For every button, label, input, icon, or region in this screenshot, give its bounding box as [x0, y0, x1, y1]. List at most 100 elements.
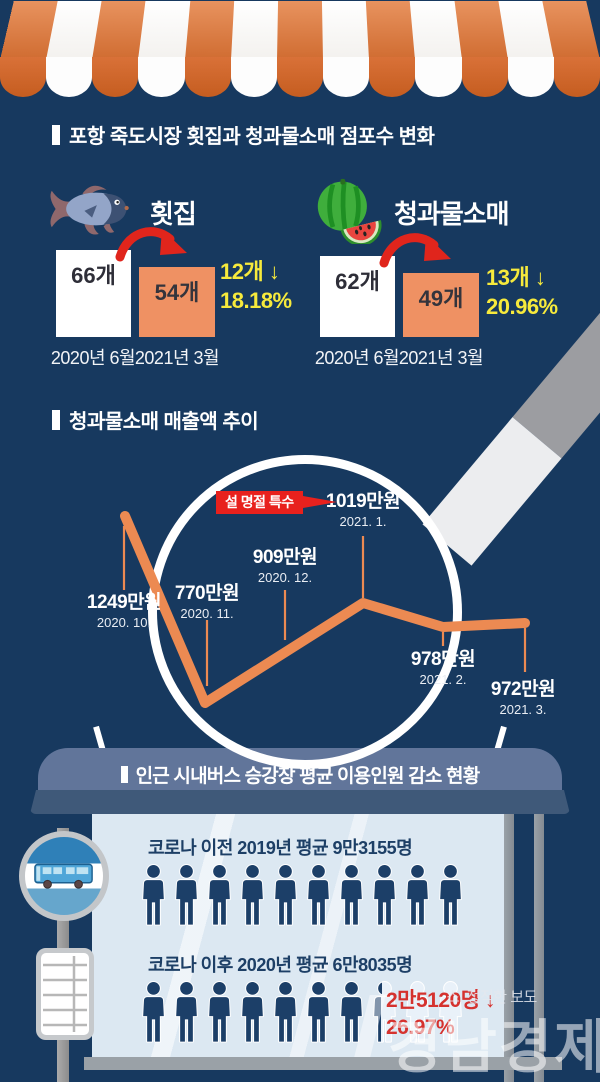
- group1-delta: 12개 ↓ 18.18%: [220, 258, 292, 315]
- watermelon-icon: [317, 178, 382, 244]
- schedule-grid-icon: [43, 956, 87, 1032]
- awning-stripe: [369, 57, 416, 97]
- person-icon: [307, 864, 330, 926]
- person-icon: [340, 864, 363, 926]
- chart-point-label: 1019만원 2021. 1.: [325, 491, 401, 529]
- awning-stripe: [553, 57, 600, 97]
- person-icon: [175, 981, 198, 1043]
- chart-point-label: 978만원 2021. 2.: [410, 649, 476, 687]
- down-arrow-icon: ↓: [268, 259, 280, 284]
- press-watermark-logo: 경남경제: [388, 1015, 600, 1080]
- bus-section-title-text: 인근 시내버스 승강장 평균 이용인원 감소 현황: [135, 765, 481, 787]
- awning-stripe: [184, 57, 231, 97]
- awning-stripe: [366, 0, 416, 60]
- down-arrow-icon: ↓: [484, 989, 496, 1012]
- section1-title: 포항 죽도시장 횟집과 청과물소매 점포수 변화: [52, 120, 435, 149]
- holiday-annotation-tag: 설 명절 특수: [216, 491, 337, 514]
- group1-date-before: 2020년 6월: [50, 348, 136, 368]
- awning-stripe: [410, 0, 462, 60]
- awning-stripe: [507, 57, 554, 97]
- press-watermark-slogan: 스, 정직한 보도: [446, 989, 537, 1006]
- person-icon: [175, 864, 198, 926]
- ridership-before-label: 코로나 이전 2019년 평균 9만3155명: [148, 838, 413, 858]
- person-icon: [340, 981, 363, 1043]
- awning-stripe: [461, 57, 508, 97]
- group2-delta-percent: 20.96%: [486, 293, 558, 319]
- awning-stripe: [230, 0, 279, 60]
- awning-stripe: [323, 57, 370, 97]
- awning-top-stripes: [0, 0, 600, 60]
- group1-bar-after-count: 54개: [154, 280, 200, 305]
- awning-stripe: [46, 57, 93, 97]
- group2-date-after: 2021년 3월: [398, 348, 484, 368]
- bus-icon: [34, 863, 93, 889]
- group2-bar-before-count: 62개: [335, 269, 380, 294]
- title-marker: [52, 124, 60, 145]
- decline-arrow-icon: [379, 233, 451, 268]
- down-arrow-icon: ↓: [534, 265, 546, 290]
- decrease-count: 2만5120명: [386, 989, 480, 1012]
- awning-stripe: [92, 57, 139, 97]
- awning-stripe: [276, 57, 324, 97]
- title-marker: [120, 765, 128, 783]
- bus-schedule-sign: [36, 948, 94, 1040]
- group1-name: 횟집: [150, 199, 197, 229]
- person-icon: [439, 981, 462, 1043]
- group2-bar-after: 49개: [403, 273, 479, 337]
- person-icon: [208, 864, 231, 926]
- chart-point-label: 1249만원 2020. 10.: [86, 592, 162, 630]
- shelter-post: [534, 814, 544, 1082]
- awning-stripe: [415, 57, 462, 97]
- group2-delta: 13개 ↓ 20.96%: [486, 264, 558, 321]
- person-icon: [241, 981, 264, 1043]
- sales-line-chart: [120, 511, 530, 708]
- person-icon: [439, 864, 462, 926]
- awning-scalloped-valance: [0, 57, 600, 97]
- bus-stop-sign: [19, 831, 109, 921]
- decline-arrow-icon: [115, 227, 187, 262]
- awning-stripe: [184, 0, 234, 60]
- chart-point-label: 909만원 2020. 12.: [252, 547, 318, 585]
- awning-stripe: [138, 0, 190, 60]
- bus-section-title: 인근 시내버스 승강장 평균 이용인원 감소 현황: [120, 761, 481, 788]
- title-marker: [52, 409, 60, 430]
- group1-bar-before-count: 66개: [71, 263, 116, 288]
- person-icon: [208, 981, 231, 1043]
- ridership-before-icons: [140, 858, 464, 934]
- group1-delta-count: 12개: [220, 259, 264, 284]
- person-icon: [373, 864, 396, 926]
- person-icon: [406, 864, 429, 926]
- shelter-post: [504, 814, 514, 1082]
- section2-title-text: 청과물소매 매출액 추이: [69, 411, 259, 433]
- group2-date-before: 2020년 6월: [314, 348, 400, 368]
- group2-bar-after-count: 49개: [418, 286, 464, 311]
- awning-stripe: [0, 57, 47, 97]
- group1-date-after: 2021년 3월: [134, 348, 220, 368]
- person-icon: [142, 981, 165, 1043]
- decrease-percent: 26.97%: [386, 1016, 455, 1040]
- chart-point-label: 770만원 2020. 11.: [174, 583, 240, 621]
- awning-stripe: [138, 57, 185, 97]
- person-icon: [307, 981, 330, 1043]
- awning-stripe: [230, 57, 277, 97]
- bus-shelter-roof-band: [30, 790, 570, 814]
- group1-delta-percent: 18.18%: [220, 287, 292, 313]
- person-icon: [241, 864, 264, 926]
- magnifier-lens: [148, 455, 462, 769]
- person-icon: [373, 981, 396, 1043]
- ridership-decrease: 2만5120명 ↓ 26.97%: [386, 987, 495, 1042]
- awning-stripe: [276, 0, 324, 60]
- awning-stripe: [322, 0, 370, 60]
- person-icon: [142, 864, 165, 926]
- person-icon: [406, 981, 429, 1043]
- section2-title: 청과물소매 매출액 추이: [52, 405, 259, 434]
- person-icon: [274, 981, 297, 1043]
- fish-icon: [50, 185, 129, 235]
- chart-point-label: 972만원 2021. 3.: [490, 679, 556, 717]
- sales-trend-line: [120, 511, 530, 708]
- ridership-after-icons: [140, 975, 464, 1051]
- group2-name: 청과물소매: [394, 199, 510, 229]
- ridership-after-label: 코로나 이후 2020년 평균 6만8035명: [148, 955, 413, 975]
- section1-title-text: 포항 죽도시장 횟집과 청과물소매 점포수 변화: [69, 126, 435, 148]
